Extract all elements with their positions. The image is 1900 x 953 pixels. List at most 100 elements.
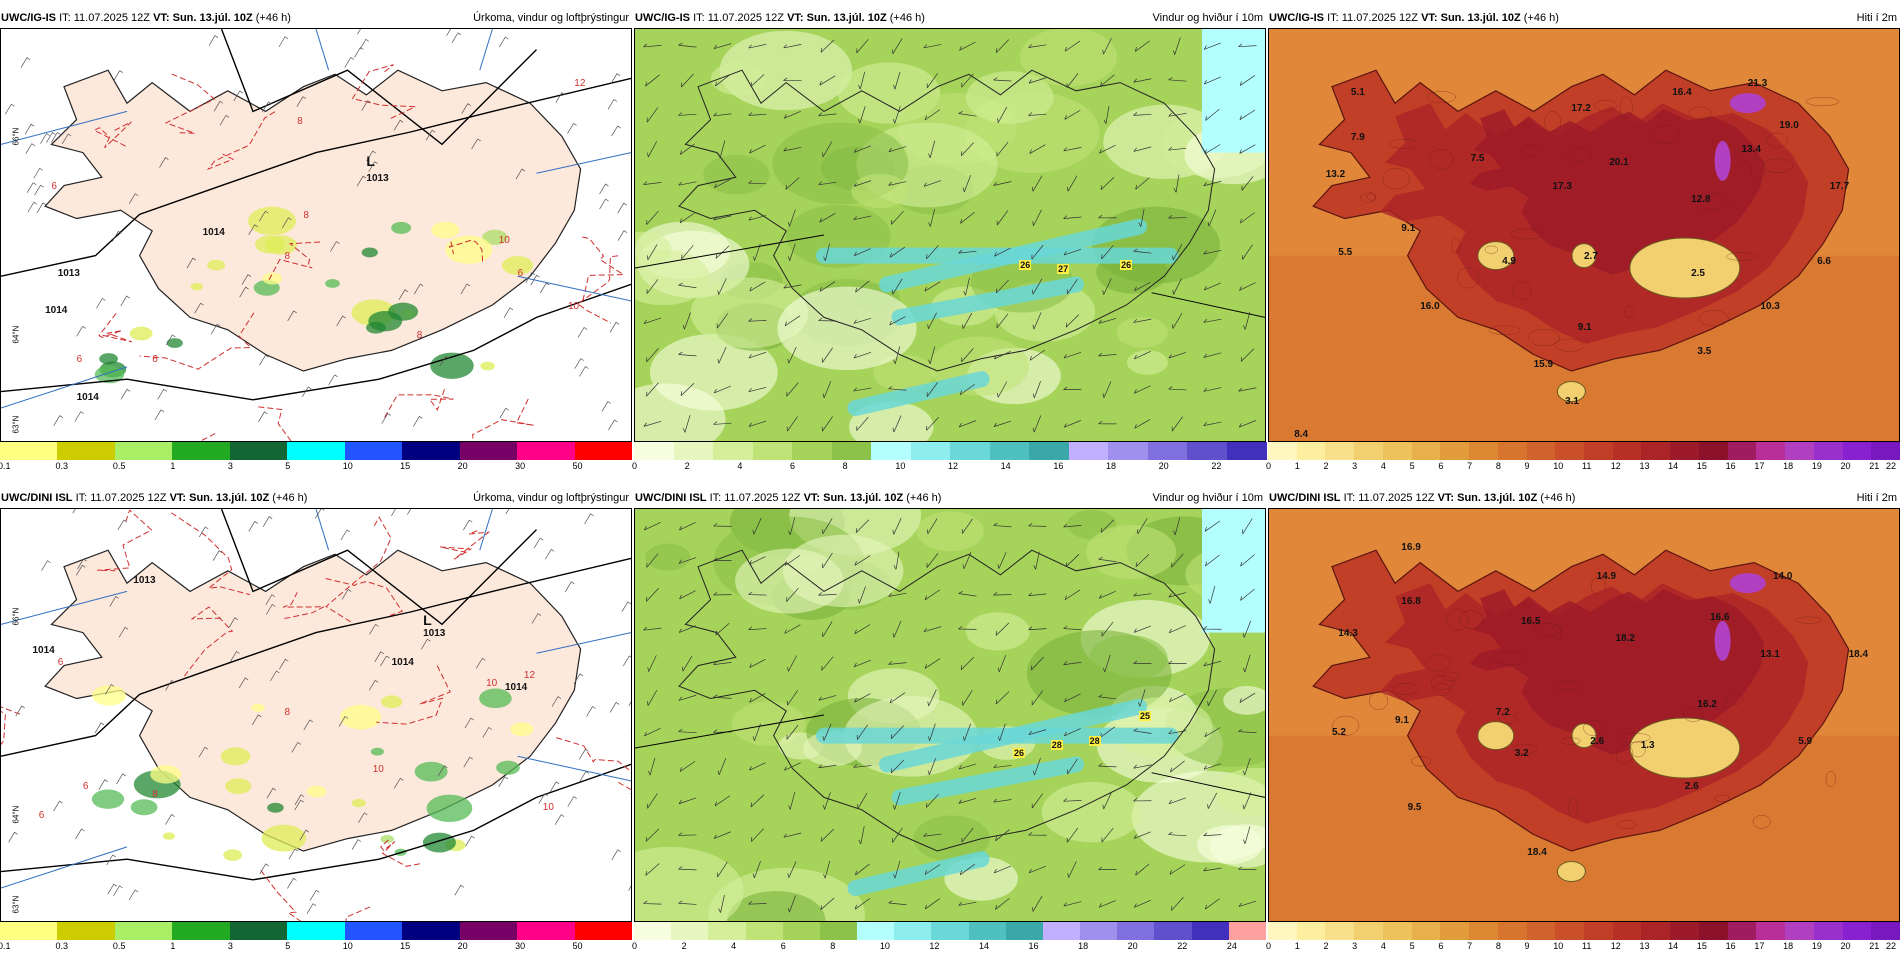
precip-area xyxy=(391,222,411,234)
map-svg xyxy=(635,29,1265,441)
panel-run-info: UWC/DINI ISL IT: 11.07.2025 12Z VT: Sun.… xyxy=(1269,488,1575,508)
hot-area xyxy=(1730,573,1766,593)
map-value-label: 14.9 xyxy=(1597,571,1616,582)
map-value-label: 5.2 xyxy=(1332,727,1346,738)
map-value-label: 28 xyxy=(1051,740,1063,750)
panel-title: Úrkoma, vindur og loftþrýstingur xyxy=(473,488,629,508)
panel-run-info: UWC/IG-IS IT: 11.07.2025 12Z VT: Sun. 13… xyxy=(1,8,291,28)
map-value-label: 1013 xyxy=(366,173,388,184)
legend-swatch xyxy=(345,922,403,940)
color-legend xyxy=(634,922,1266,940)
legend-swatch xyxy=(1756,442,1785,460)
map-value-label: 10 xyxy=(486,678,497,689)
legend-tick-label: 18 xyxy=(1106,460,1116,473)
legend-tick-label: 0 xyxy=(1266,460,1271,473)
map-value-label: 10 xyxy=(568,301,579,312)
map-value-label: 16.2 xyxy=(1697,699,1716,710)
legend-swatch xyxy=(460,442,518,460)
legend-swatch xyxy=(1383,442,1412,460)
wind-speed-area xyxy=(1117,317,1168,348)
legend-tick-label: 17 xyxy=(1754,940,1764,953)
legend-swatch xyxy=(783,922,821,940)
valid-time-label: VT: xyxy=(170,492,187,504)
panel-header: UWC/DINI ISL IT: 11.07.2025 12Z VT: Sun.… xyxy=(1268,488,1900,508)
legend-tick-label: 6 xyxy=(1438,460,1443,473)
map-value-label: 15.9 xyxy=(1534,359,1553,370)
wind-speed-area xyxy=(1020,29,1117,86)
panel-header: UWC/DINI ISL IT: 11.07.2025 12Z VT: Sun.… xyxy=(0,488,632,508)
legend-tick-label: 1 xyxy=(1295,940,1300,953)
legend-tick-label: 16 xyxy=(1726,460,1736,473)
precip-area xyxy=(248,207,296,236)
init-time: 11.07.2025 12Z xyxy=(724,492,800,504)
map-value-label: 1014 xyxy=(77,392,99,403)
lead-time: (+46 h) xyxy=(256,12,291,24)
model-name: UWC/DINI ISL xyxy=(1269,492,1341,504)
legend-swatch xyxy=(1227,442,1267,460)
legend-swatch xyxy=(1440,922,1469,940)
map-svg xyxy=(1,29,631,441)
legend-swatch xyxy=(1006,922,1044,940)
panel-header: UWC/IG-IS IT: 11.07.2025 12Z VT: Sun. 13… xyxy=(0,8,632,28)
legend-tick-label: 30 xyxy=(515,460,525,473)
legend-swatch xyxy=(1469,922,1498,940)
legend-swatch xyxy=(230,922,288,940)
valid-time-label: VT: xyxy=(804,492,821,504)
legend-tick-label: 12 xyxy=(1611,940,1621,953)
high-wind-area xyxy=(1202,509,1265,633)
legend-swatch xyxy=(287,442,345,460)
panel-title: Hiti í 2m xyxy=(1857,8,1897,28)
legend-swatch xyxy=(575,442,633,460)
panel-run-info: UWC/IG-IS IT: 11.07.2025 12Z VT: Sun. 13… xyxy=(635,8,925,28)
map-value-label: 9.1 xyxy=(1395,715,1409,726)
legend-swatch xyxy=(1756,922,1785,940)
precip-area xyxy=(352,799,366,807)
legend-swatch xyxy=(115,922,173,940)
legend-tick-label: 11 xyxy=(1582,940,1591,953)
legend-swatch xyxy=(1187,442,1227,460)
panel-title: Hiti í 2m xyxy=(1857,488,1897,508)
panel-header: UWC/DINI ISL IT: 11.07.2025 12Z VT: Sun.… xyxy=(634,488,1266,508)
lead-time: (+46 h) xyxy=(272,492,307,504)
map-value-label: 16.4 xyxy=(1672,87,1691,98)
legend-tick-label: 0 xyxy=(1266,940,1271,953)
legend-tick-label: 2 xyxy=(1323,940,1328,953)
legend-swatch xyxy=(575,922,633,940)
map-value-label: 8.4 xyxy=(1294,429,1308,440)
map-value-label: 16.9 xyxy=(1401,542,1420,553)
legend-tick-label: 8 xyxy=(1496,460,1501,473)
wind-speed-area xyxy=(966,612,1030,650)
legend-swatch xyxy=(1325,442,1354,460)
map-panel-temp: UWC/DINI ISL IT: 11.07.2025 12Z VT: Sun.… xyxy=(1268,488,1900,953)
precip-area xyxy=(325,279,340,288)
map-value-label: 17.3 xyxy=(1553,181,1572,192)
map-value-label: 4.9 xyxy=(1502,256,1516,267)
legend-tick-label: 0.3 xyxy=(55,940,68,953)
precip-area xyxy=(131,799,158,815)
legend-swatch xyxy=(1699,442,1728,460)
init-time-label: IT: xyxy=(710,492,722,504)
map-value-label: 26 xyxy=(1120,260,1132,270)
legend-swatch xyxy=(1148,442,1188,460)
map-value-label: 13.4 xyxy=(1742,144,1761,155)
legend-swatch xyxy=(1641,442,1670,460)
legend-tick-label: 4 xyxy=(731,940,736,953)
legend-swatch xyxy=(1354,442,1383,460)
map-value-label: 18.4 xyxy=(1527,847,1546,858)
precip-area xyxy=(496,761,520,775)
model-name: UWC/IG-IS xyxy=(1,12,56,24)
init-time-label: IT: xyxy=(1327,12,1339,24)
legend-swatch xyxy=(402,922,460,940)
legend-tick-label: 6 xyxy=(781,940,786,953)
legend-swatch xyxy=(1555,442,1584,460)
legend-tick-label: 1 xyxy=(170,460,175,473)
panel-title: Úrkoma, vindur og loftþrýstingur xyxy=(473,8,629,28)
map-svg xyxy=(1269,509,1899,921)
map-panel-wind: UWC/DINI ISL IT: 11.07.2025 12Z VT: Sun.… xyxy=(634,488,1266,953)
map-value-label: 1014 xyxy=(392,657,414,668)
map-value-label: 18.2 xyxy=(1616,633,1635,644)
